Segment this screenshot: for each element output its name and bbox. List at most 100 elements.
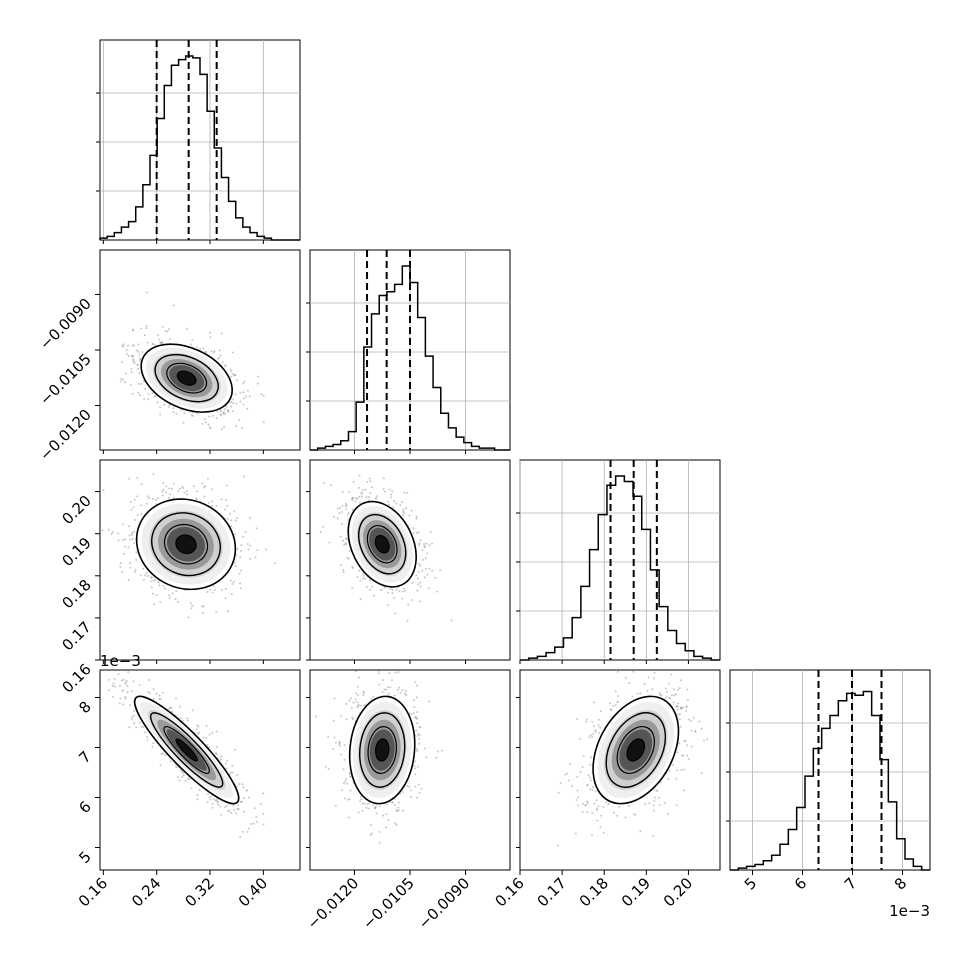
sample-point: [127, 344, 130, 347]
sample-point: [399, 504, 402, 507]
sample-point: [624, 676, 627, 679]
sample-point: [158, 584, 161, 587]
sample-point: [112, 682, 115, 685]
sample-point: [195, 728, 198, 731]
sample-point: [574, 832, 577, 835]
sample-point: [162, 482, 165, 485]
sample-point: [389, 686, 392, 689]
sample-point: [265, 548, 268, 551]
sample-point: [198, 788, 201, 791]
sample-point: [234, 373, 237, 376]
sample-point: [141, 351, 144, 354]
sample-point: [369, 824, 372, 827]
sample-point: [341, 789, 344, 792]
sample-point: [231, 372, 234, 375]
sample-point: [581, 802, 584, 805]
sample-point: [365, 585, 368, 588]
sample-point: [408, 514, 411, 517]
sample-point: [121, 689, 124, 692]
sample-point: [209, 331, 212, 334]
sample-point: [402, 514, 405, 517]
sample-point: [356, 576, 359, 579]
sample-point: [171, 592, 174, 595]
sample-point: [143, 334, 146, 337]
sample-point: [242, 403, 245, 406]
sample-point: [653, 799, 656, 802]
sample-point: [152, 688, 155, 691]
sample-point: [399, 691, 402, 694]
sample-point: [168, 707, 171, 710]
sample-point: [102, 488, 105, 491]
sample-point: [124, 372, 127, 375]
sample-point: [418, 562, 421, 565]
sample-point: [129, 538, 132, 541]
sample-point: [235, 425, 238, 428]
sample-point: [254, 556, 257, 559]
sample-point: [234, 519, 237, 522]
sample-point: [341, 523, 344, 526]
sample-point: [363, 704, 366, 707]
sample-point: [218, 805, 221, 808]
sample-point: [362, 694, 365, 697]
sample-point: [151, 497, 154, 500]
sample-point: [216, 798, 219, 801]
sample-point: [176, 775, 179, 778]
sample-point: [596, 819, 599, 822]
sample-point: [418, 543, 421, 546]
sample-point: [585, 720, 588, 723]
scatter-panel: [99, 669, 301, 871]
sample-point: [262, 394, 265, 397]
sample-point: [119, 565, 122, 568]
sample-point: [168, 405, 171, 408]
sample-point: [119, 562, 122, 565]
sample-point: [129, 566, 132, 569]
sample-point: [205, 724, 208, 727]
sample-point: [247, 796, 250, 799]
sample-point: [224, 365, 227, 368]
sample-point: [140, 512, 143, 515]
sample-point: [138, 721, 141, 724]
sample-point: [382, 487, 385, 490]
sample-point: [130, 368, 133, 371]
sample-point: [336, 517, 339, 520]
sample-point: [145, 325, 148, 328]
sample-point: [329, 483, 332, 486]
sample-point: [217, 803, 220, 806]
sample-point: [327, 735, 330, 738]
sample-point: [685, 709, 688, 712]
sample-point: [224, 587, 227, 590]
sample-point: [236, 516, 239, 519]
sample-point: [185, 490, 188, 493]
sample-point: [156, 497, 159, 500]
sample-point: [238, 782, 241, 785]
sample-point: [339, 753, 342, 756]
density-contour: [358, 513, 407, 575]
sample-point: [124, 545, 127, 548]
sample-point: [138, 372, 141, 375]
sample-point: [246, 543, 249, 546]
sample-point: [428, 544, 431, 547]
sample-point: [213, 351, 216, 354]
sample-point: [368, 477, 371, 480]
sample-point: [213, 349, 216, 352]
sample-point: [121, 360, 124, 363]
sample-point: [391, 588, 394, 591]
sample-point: [243, 810, 246, 813]
sample-point: [122, 343, 125, 346]
sample-point: [202, 605, 205, 608]
sample-point: [131, 538, 134, 541]
sample-point: [214, 588, 217, 591]
sample-point: [129, 704, 132, 707]
sample-point: [161, 691, 164, 694]
sample-point: [256, 382, 259, 385]
sample-point: [345, 502, 348, 505]
sample-point: [135, 558, 138, 561]
sample-point: [327, 767, 330, 770]
sample-point: [117, 673, 120, 676]
sample-point: [155, 692, 158, 695]
sample-point: [242, 535, 245, 538]
sample-point: [136, 495, 139, 498]
sample-point: [147, 690, 150, 693]
scatter-panel: [309, 459, 511, 661]
sample-point: [232, 398, 235, 401]
